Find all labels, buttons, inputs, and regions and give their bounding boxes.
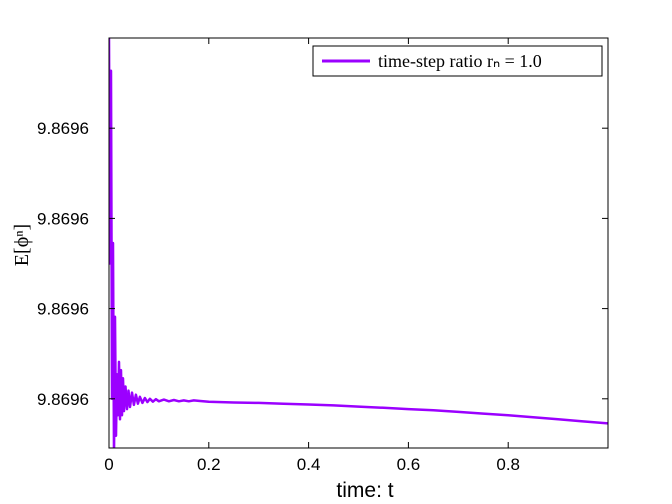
plot-frame — [108, 37, 609, 449]
x-tick-label: 0 — [104, 455, 113, 474]
x-tick-label: 0.6 — [397, 455, 421, 474]
y-tick-label: 9.8696 — [37, 209, 89, 228]
y-tick-label: 9.8696 — [37, 300, 89, 319]
y-axis-label: E[ϕⁿ] — [11, 224, 33, 266]
x-tick-label: 0.8 — [496, 455, 520, 474]
y-tick-label: 9.8696 — [37, 390, 89, 409]
legend-label: time-step ratio rₙ = 1.0 — [378, 51, 542, 71]
series-layer — [109, 38, 608, 448]
x-tick-label: 0.4 — [297, 455, 321, 474]
legend: time-step ratio rₙ = 1.0 — [312, 45, 603, 77]
y-tick-label: 9.8696 — [37, 119, 89, 138]
label-layer: 0 0.2 0.4 0.6 0.8 9.8696 9.8696 9.8696 9.8696 — [37, 119, 520, 474]
x-tick-label: 0.2 — [197, 455, 221, 474]
x-axis-label: time: t — [336, 479, 393, 502]
tick-layer — [108, 38, 608, 448]
series-line-0 — [109, 38, 608, 448]
